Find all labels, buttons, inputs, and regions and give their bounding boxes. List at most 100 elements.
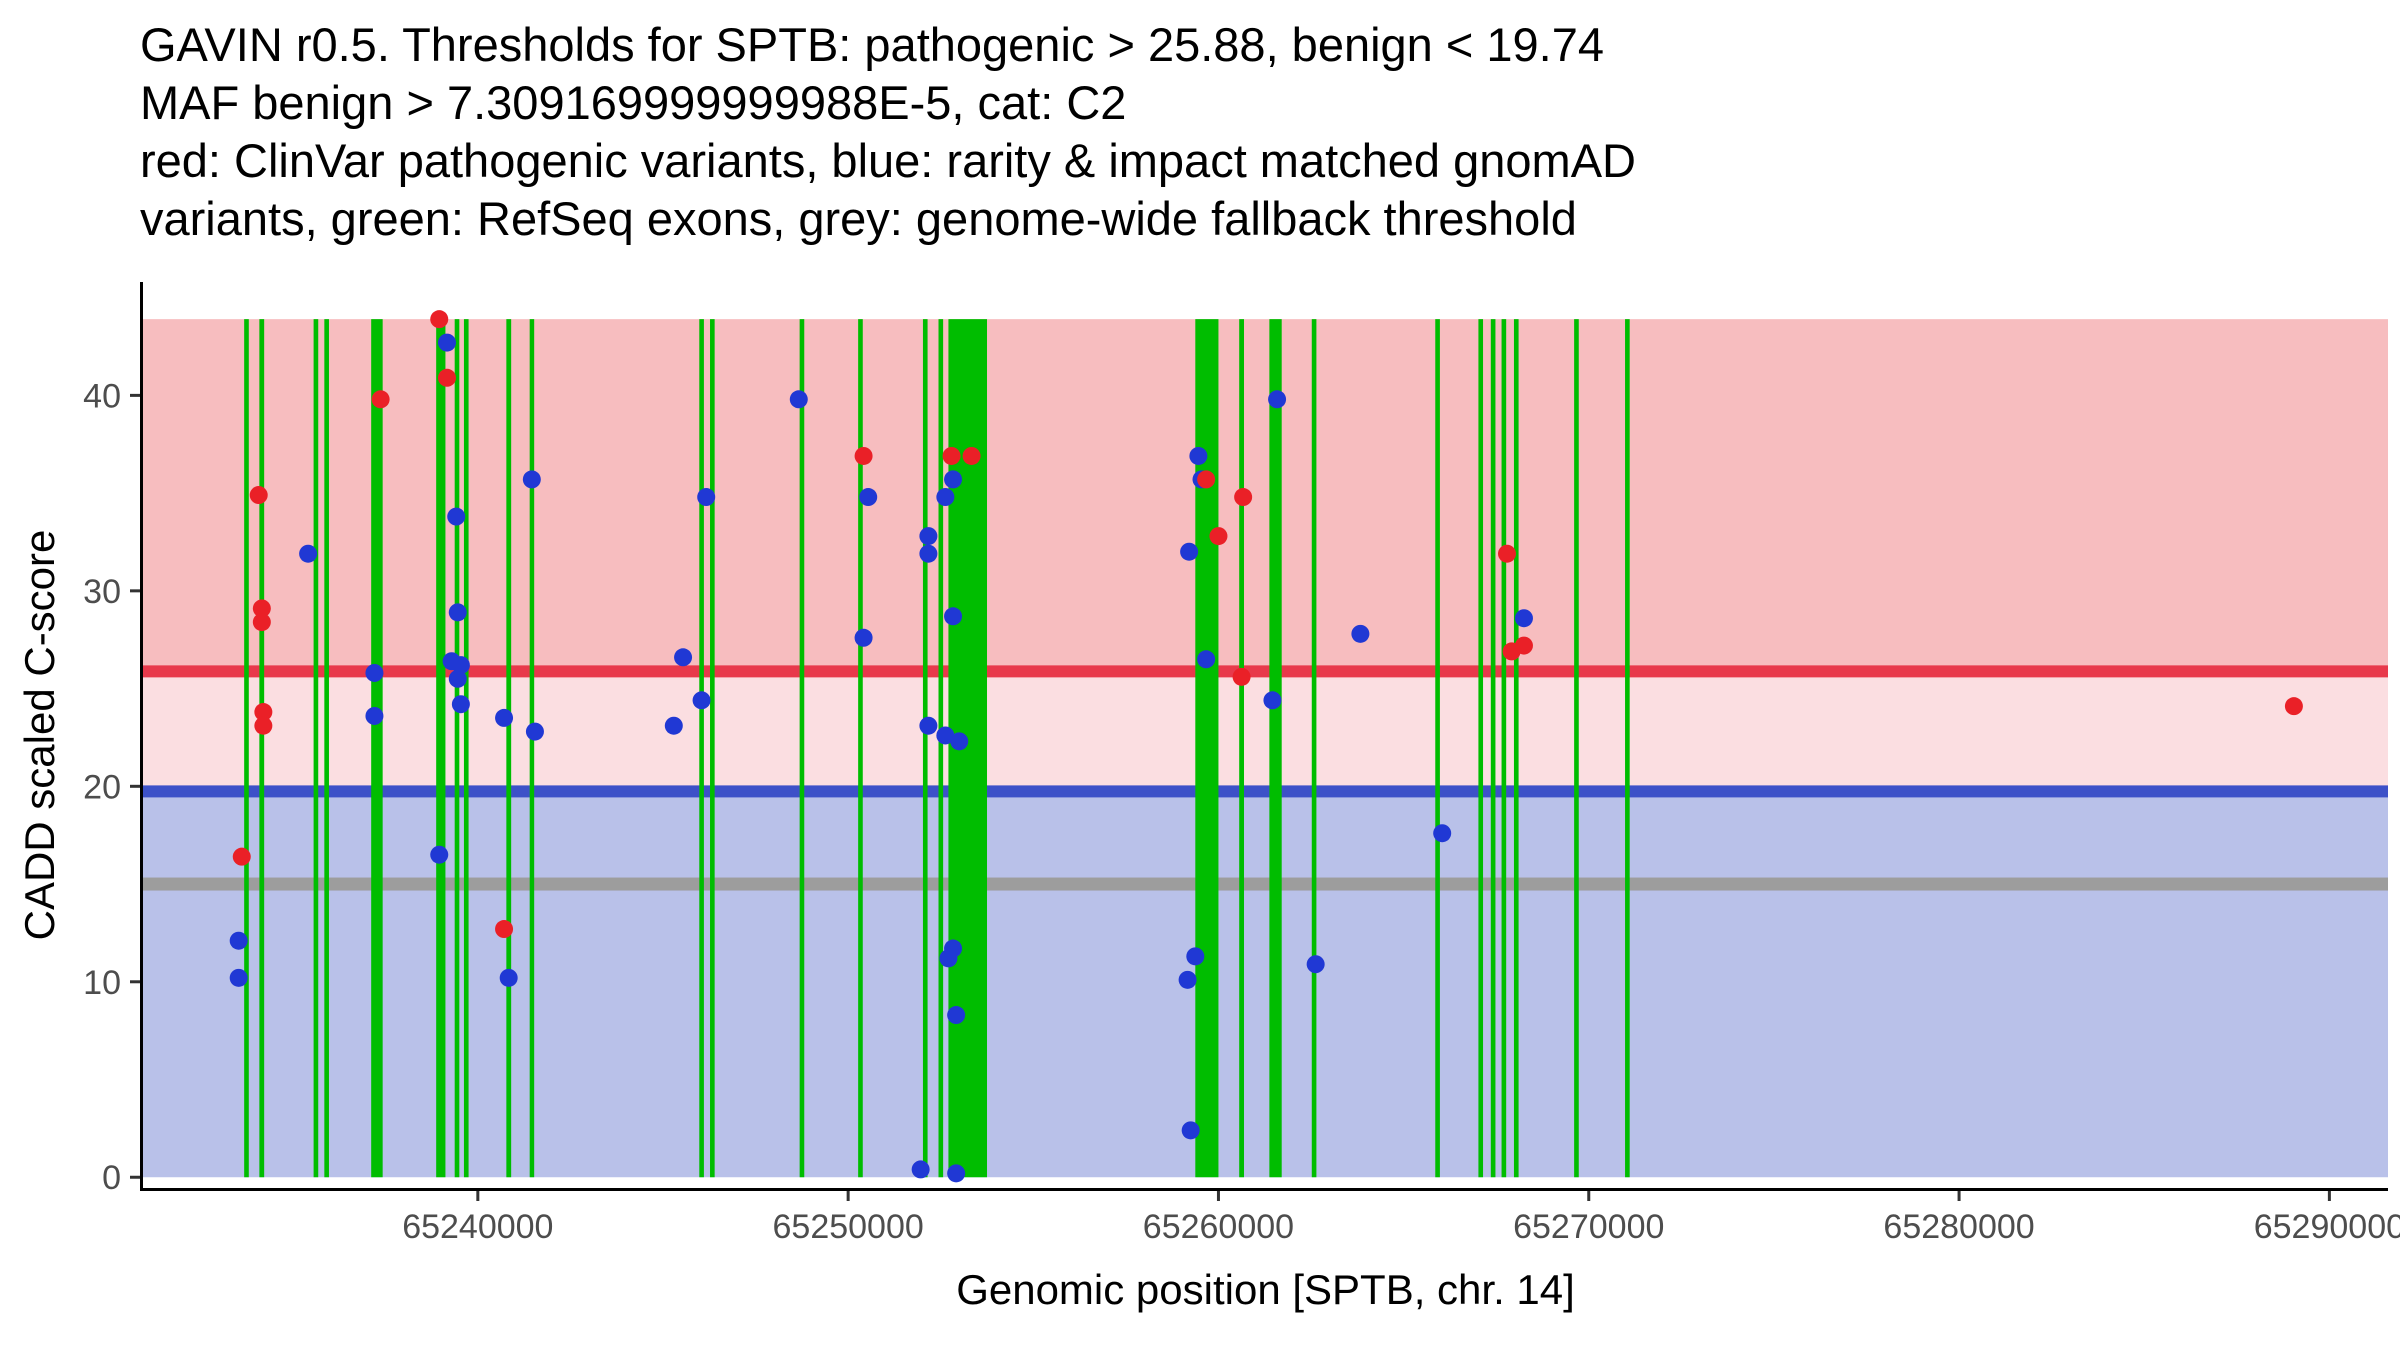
x-tick-label: 65280000 [1883, 1208, 2034, 1246]
x-tick-label: 65290000 [2254, 1208, 2400, 1246]
clinvar-variant-point [962, 446, 981, 465]
refseq-exon [1269, 319, 1282, 1178]
clinvar-variant-point [252, 613, 271, 632]
gnomad-variant-point [1306, 955, 1325, 974]
title-line-1: GAVIN r0.5. Thresholds for SPTB: pathoge… [140, 18, 1604, 71]
gnomad-variant-point [365, 706, 384, 725]
gnomad-variant-point [525, 722, 544, 741]
gnomad-variant-point [1180, 542, 1199, 561]
gnomad-variant-point [947, 1164, 966, 1183]
gnomad-variant-point [365, 663, 384, 682]
refseq-exon [1501, 319, 1507, 1178]
y-tick-label: 20 [83, 768, 121, 806]
gnomad-variant-point [919, 527, 938, 546]
title-line-4: variants, green: RefSeq exons, grey: gen… [140, 192, 1577, 245]
refseq-exon [313, 319, 319, 1178]
y-tick-label: 40 [83, 377, 121, 415]
refseq-exon [244, 319, 249, 1178]
x-tick-label: 65240000 [402, 1208, 553, 1246]
clinvar-variant-point [1514, 636, 1533, 655]
clinvar-variant-point [437, 368, 456, 387]
y-tick [130, 1175, 140, 1179]
clinvar-variant-point [1209, 527, 1228, 546]
band-pathogenic [143, 319, 2388, 672]
clinvar-variant-point [1232, 667, 1251, 686]
clinvar-variant-point [249, 486, 268, 505]
x-tick [1957, 1191, 1961, 1201]
y-tick [130, 589, 140, 593]
refseq-exon [324, 319, 329, 1178]
gnomad-variant-point [447, 507, 466, 526]
clinvar-variant-point [252, 599, 271, 618]
gnomad-variant-point [789, 390, 808, 409]
band-benign [143, 791, 2388, 1178]
refseq-exon [1311, 319, 1317, 1178]
refseq-exon [1239, 319, 1245, 1178]
gnomad-variant-point [944, 607, 963, 626]
x-axis-line [140, 1188, 2388, 1191]
clinvar-variant-point [495, 920, 514, 939]
y-tick [130, 980, 140, 984]
gnomad-variant-point [936, 726, 955, 745]
clinvar-variant-point [232, 847, 251, 866]
y-tick [130, 393, 140, 397]
gnomad-variant-point [522, 470, 541, 489]
gnomad-variant-point [1189, 446, 1208, 465]
refseq-exon [529, 319, 535, 1178]
x-tick [846, 1191, 850, 1201]
gnomad-variant-point [448, 603, 467, 622]
y-tick [130, 784, 140, 788]
gnomad-variant-point [944, 470, 963, 489]
refseq-exon [1513, 319, 1519, 1178]
refseq-exon [1478, 319, 1484, 1178]
gnomad-variant-point [911, 1160, 930, 1179]
refseq-exon [1574, 319, 1579, 1178]
refseq-exon [922, 319, 928, 1178]
gnomad-variant-point [1514, 609, 1533, 628]
chart-title: GAVIN r0.5. Thresholds for SPTB: pathoge… [140, 16, 1636, 248]
title-line-3: red: ClinVar pathogenic variants, blue: … [140, 134, 1636, 187]
x-tick [2327, 1191, 2331, 1201]
gnomad-variant-point [950, 732, 969, 751]
x-tick-label: 65270000 [1513, 1208, 1664, 1246]
x-tick-label: 65260000 [1143, 1208, 1294, 1246]
refseq-exon [710, 319, 715, 1178]
clinvar-variant-point [1234, 488, 1253, 507]
gnomad-variant-point [919, 716, 938, 735]
clinvar-variant-point [254, 716, 273, 735]
y-tick-label: 10 [83, 964, 121, 1002]
gnomad-variant-point [451, 695, 470, 714]
gnomad-variant-point [697, 488, 716, 507]
gnomad-variant-point [499, 968, 518, 987]
gnomad-variant-point [299, 544, 318, 563]
clinvar-variant-point [854, 446, 873, 465]
refseq-exon [699, 319, 704, 1178]
x-tick [1587, 1191, 1591, 1201]
gnomad-variant-point [1186, 947, 1205, 966]
gnomad-variant-point [664, 716, 683, 735]
gnomad-variant-point [1181, 1121, 1200, 1140]
gnomad-variant-point [1263, 691, 1282, 710]
gnomad-variant-point [919, 544, 938, 563]
clinvar-variant-point [1197, 470, 1216, 489]
gnomad-variant-point [854, 628, 873, 647]
x-tick [476, 1191, 480, 1201]
refseq-exon [858, 319, 863, 1178]
gnomad-variant-point [1268, 390, 1287, 409]
clinvar-variant-point [371, 390, 390, 409]
gnomad-variant-point [936, 488, 955, 507]
gnomad-variant-point [939, 949, 958, 968]
band-intermediate [143, 671, 2388, 792]
x-axis-title: Genomic position [SPTB, chr. 14] [956, 1266, 1575, 1313]
clinvar-variant-point [430, 310, 449, 329]
refseq-exon [259, 319, 265, 1178]
gnomad-variant-point [448, 669, 467, 688]
clinvar-variant-point [1497, 544, 1516, 563]
y-tick-label: 30 [83, 573, 121, 611]
x-tick [1216, 1191, 1220, 1201]
refseq-exon [506, 319, 512, 1178]
refseq-exon [938, 319, 944, 1178]
gnomad-variant-point [1197, 650, 1216, 669]
gnomad-variant-point [1433, 824, 1452, 843]
